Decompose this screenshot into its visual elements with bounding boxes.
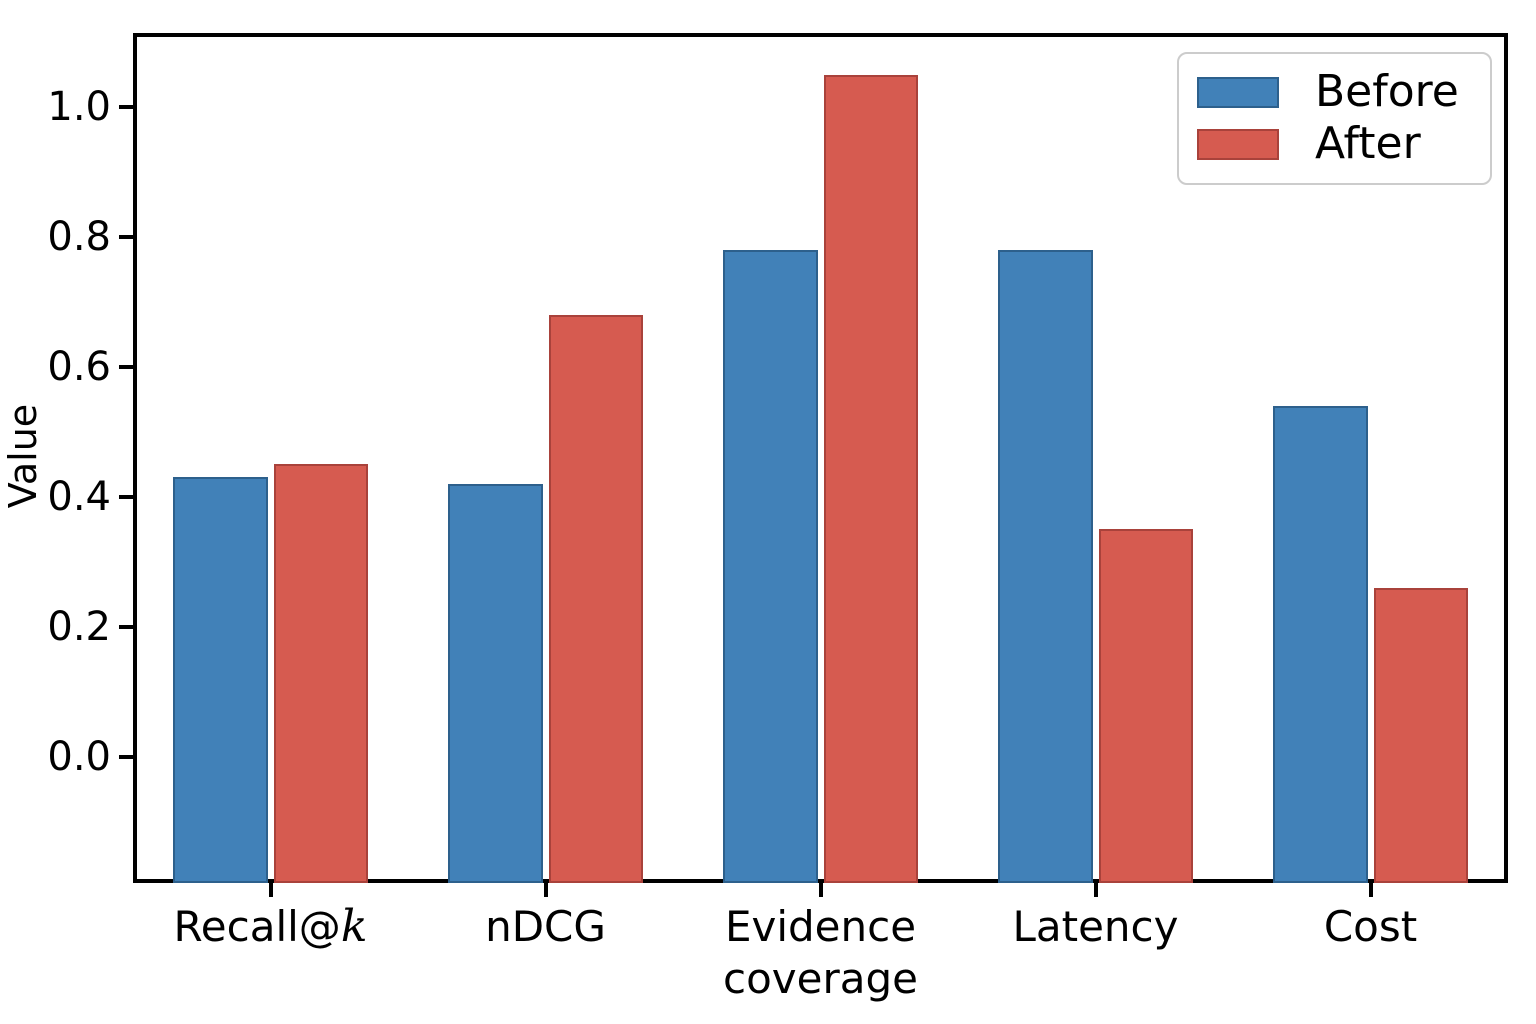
y-tick-mark — [119, 624, 133, 629]
y-tick-label: 0.2 — [47, 603, 111, 650]
x-tick-label-text: Cost — [1323, 902, 1418, 951]
bar-before-3 — [997, 250, 1093, 883]
y-tick-mark — [119, 494, 133, 499]
legend-label: After — [1315, 118, 1421, 169]
x-tick-label-text: Recall@ — [173, 902, 341, 951]
y-tick-label: 0.4 — [47, 473, 111, 520]
y-tick-label: 0.6 — [47, 344, 111, 391]
x-tick-label: nDCG — [386, 901, 706, 953]
bar-after-0 — [273, 464, 369, 883]
bar-after-3 — [1098, 529, 1194, 883]
y-tick-mark — [119, 105, 133, 110]
x-tick-mark — [268, 883, 273, 897]
x-tick-label: Recall@k — [111, 901, 431, 953]
legend-label: Before — [1315, 66, 1459, 117]
x-tick-label-text: nDCG — [485, 902, 606, 951]
legend-entry-before: Before — [1197, 66, 1490, 118]
y-tick-label: 1.0 — [47, 84, 111, 131]
legend-swatch-before — [1197, 76, 1279, 108]
y-tick-label: 0.8 — [47, 214, 111, 261]
bar-after-2 — [823, 74, 919, 883]
bar-before-2 — [722, 250, 818, 883]
x-tick-mark — [818, 883, 823, 897]
x-tick-label-text: Latency — [1012, 902, 1179, 951]
y-tick-label: 0.0 — [47, 733, 111, 780]
legend-swatch-after — [1197, 128, 1279, 160]
bar-after-4 — [1373, 587, 1469, 883]
x-tick-label: Latency — [936, 901, 1256, 953]
bar-before-1 — [447, 483, 543, 883]
y-tick-mark — [119, 235, 133, 240]
legend-entry-after: After — [1197, 118, 1490, 170]
x-tick-label: Evidence coverage — [661, 901, 981, 1005]
x-tick-label-text: Evidence coverage — [723, 902, 918, 1003]
bar-before-4 — [1272, 406, 1368, 883]
y-tick-mark — [119, 754, 133, 759]
legend: Before After — [1177, 52, 1492, 185]
x-tick-label: Cost — [1211, 901, 1531, 953]
x-tick-mark — [1368, 883, 1373, 897]
x-tick-mark — [543, 883, 548, 897]
x-tick-mark — [1093, 883, 1098, 897]
bar-before-0 — [172, 477, 268, 883]
bar-after-1 — [548, 315, 644, 883]
y-tick-mark — [119, 365, 133, 370]
x-tick-label-italic-suffix: k — [340, 901, 368, 952]
